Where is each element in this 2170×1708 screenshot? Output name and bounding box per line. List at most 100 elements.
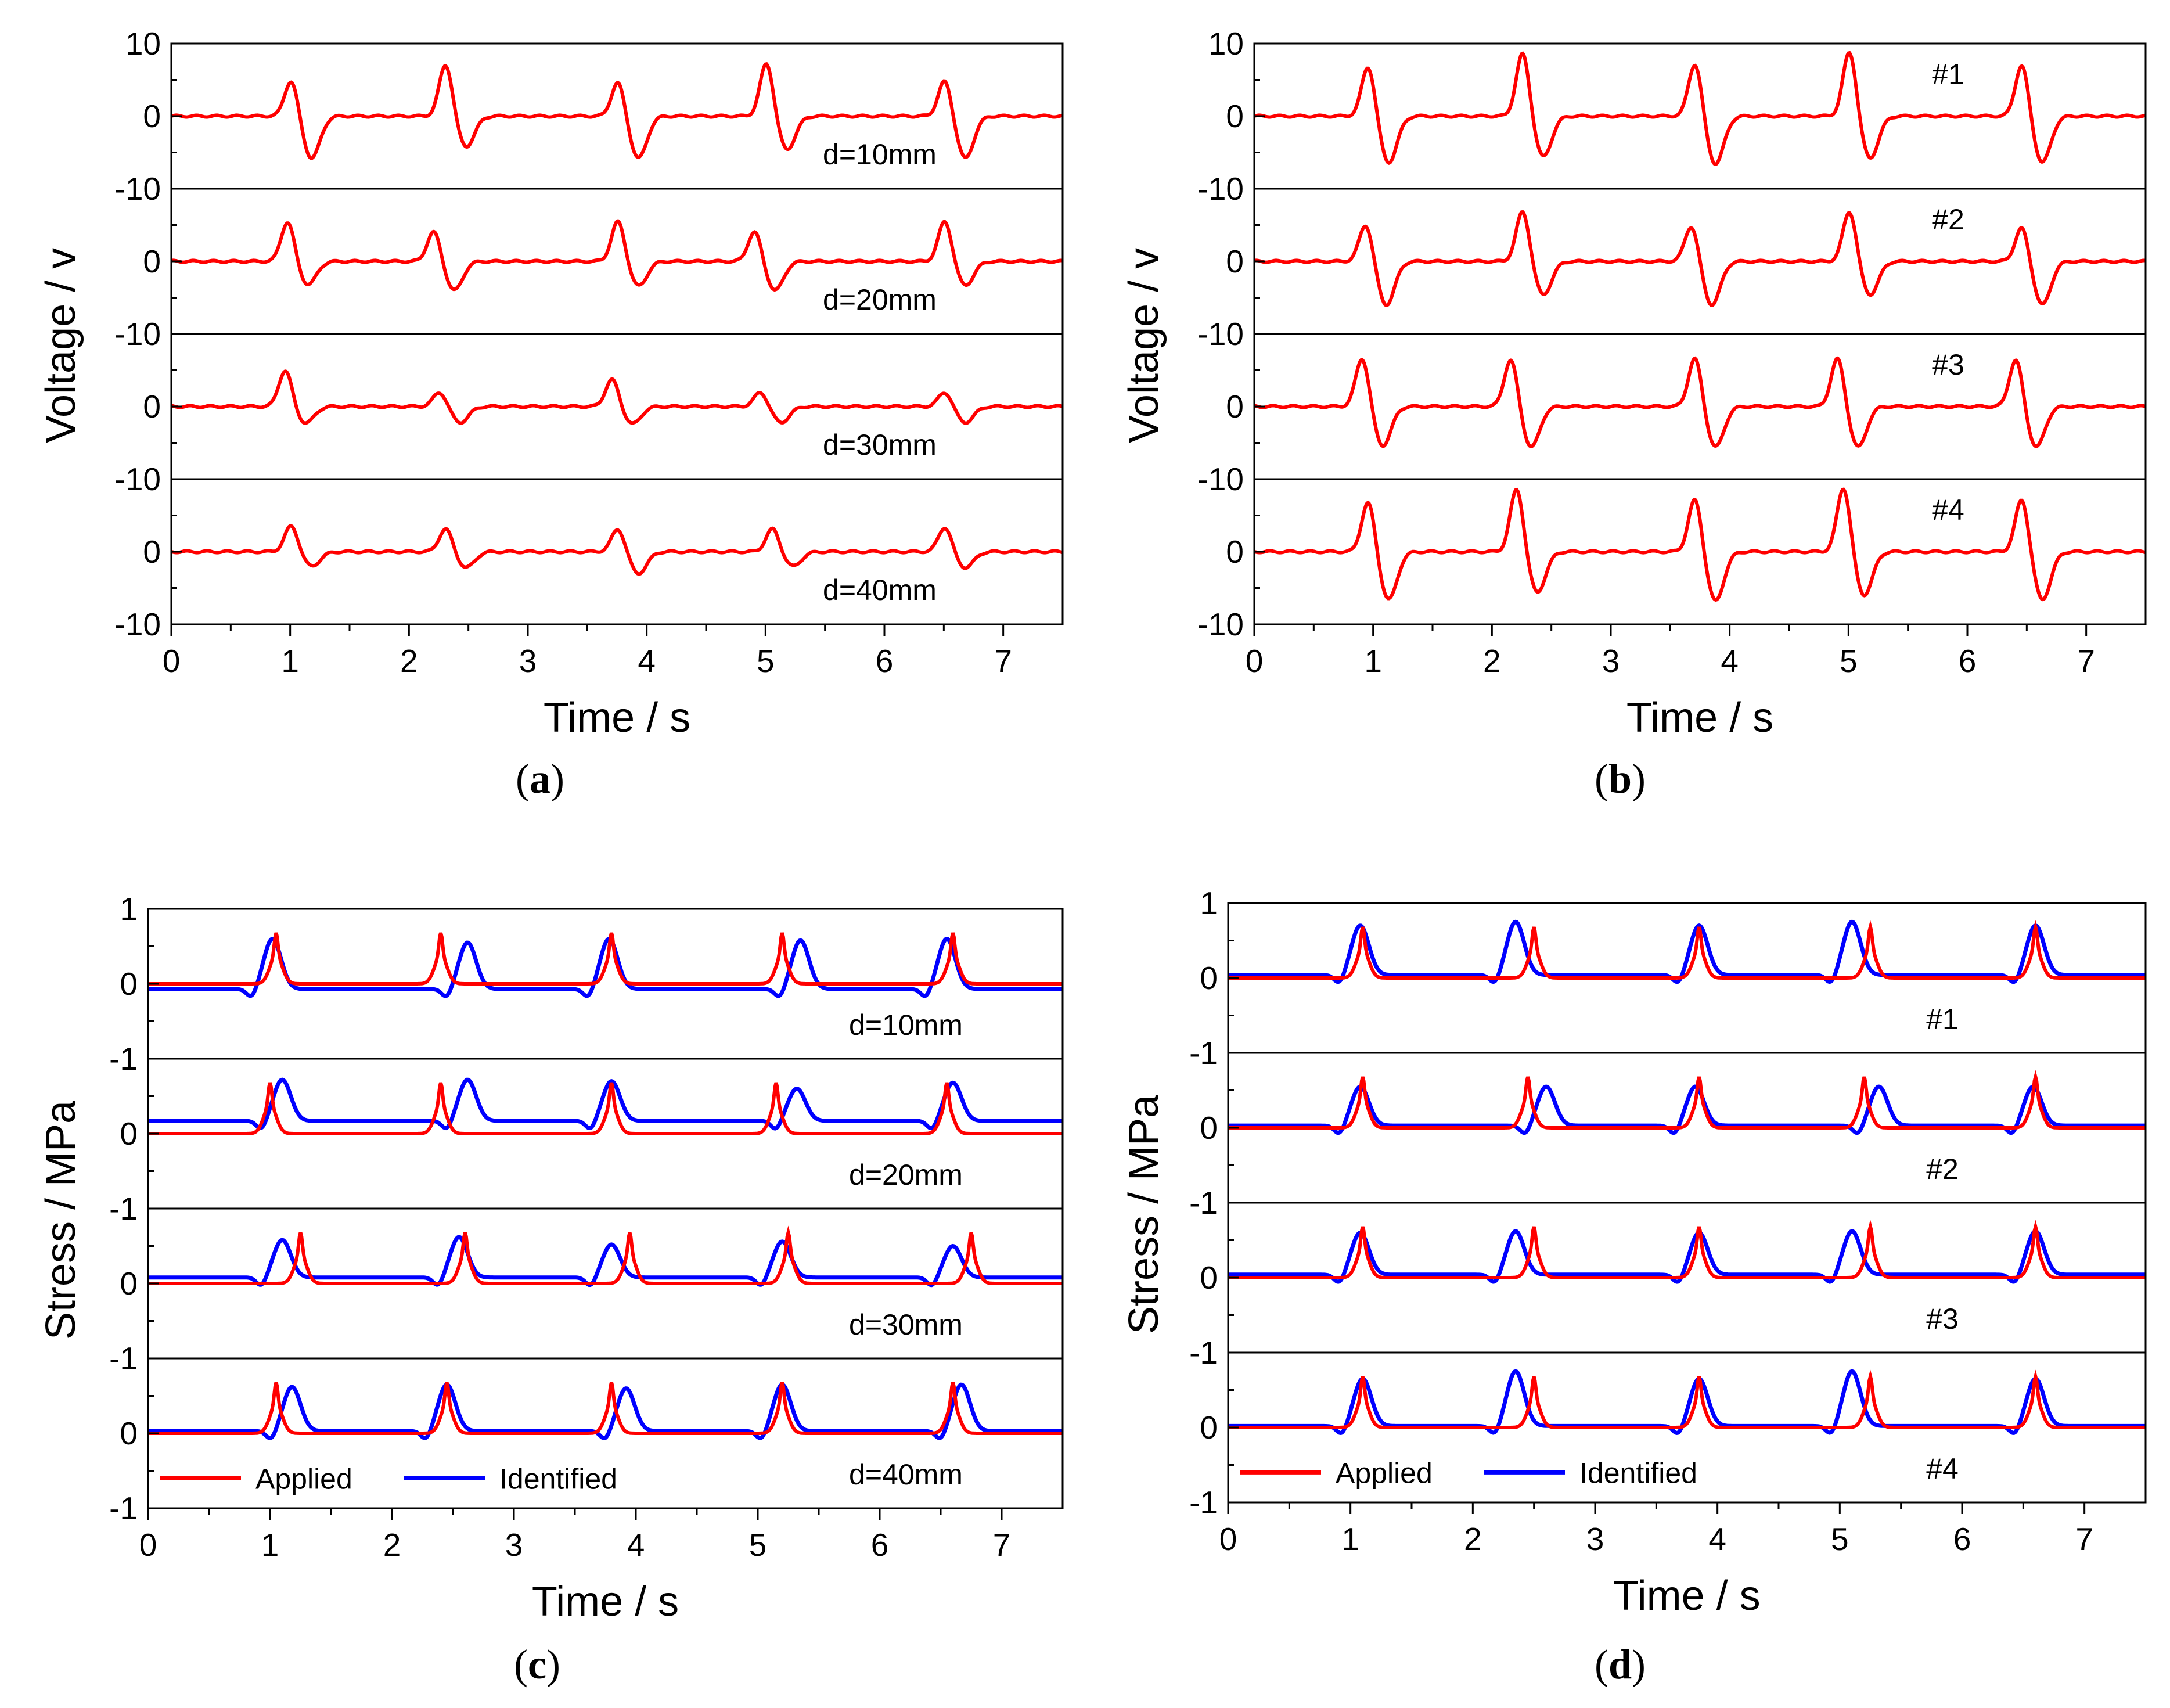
subplot-annotation: d=30mm [823,429,937,461]
y-tick-label: -10 [115,606,161,642]
y-tick-label: -10 [115,171,161,207]
subplot-annotation: d=40mm [823,574,937,606]
subplot-annotation: d=30mm [849,1308,963,1341]
x-tick-label: 2 [400,643,418,679]
y-tick-label: 0 [143,98,161,134]
x-tick-label: 6 [876,643,894,679]
y-tick-label: 0 [120,1116,138,1152]
x-tick-label: 2 [1483,643,1501,679]
applied-series-3 [1228,1220,2146,1279]
voltage-series-3 [1254,356,2146,448]
y-tick-label: 0 [1226,389,1244,425]
identified-series-1 [1228,919,2146,984]
y-tick-label: -10 [115,461,161,497]
y-axis-label: Voltage / v [38,248,84,443]
x-tick-label: 5 [1840,643,1858,679]
applied-series-2 [148,1082,1063,1135]
subplot-annotation: #1 [1932,58,1964,91]
traces [171,62,1063,576]
voltage-series-4 [1254,487,2146,602]
y-axis-label: Voltage / v [1121,248,1167,443]
y-tick-label: 0 [143,389,161,425]
voltage-series-2 [171,219,1063,292]
x-tick-label: 4 [638,643,656,679]
y-tick-label: -1 [109,1490,138,1526]
y-tick-label: -1 [109,1340,138,1376]
voltage-series-4 [171,524,1063,576]
y-tick-label: -1 [1189,1335,1218,1371]
y-tick-label: -1 [1189,1035,1218,1071]
x-tick-label: 0 [1246,643,1264,679]
y-tick-label: 0 [1200,1110,1218,1146]
panel-caption: (a) [516,756,564,802]
traces [1254,51,2146,602]
y-tick-label: -1 [109,1191,138,1227]
y-tick-label: 1 [120,891,138,927]
subplot-annotation: d=20mm [823,283,937,316]
y-tick-label: 0 [1226,243,1244,279]
voltage-series-1 [171,62,1063,160]
panel-caption: (b) [1595,756,1646,802]
subplot-annotation: #4 [1932,494,1964,526]
applied-series-2 [1228,1070,2146,1130]
applied-series-1 [148,932,1063,986]
subplot-annotation: #1 [1926,1003,1959,1035]
y-tick-label: -1 [109,1041,138,1077]
x-tick-label: 7 [994,643,1012,679]
x-tick-label: 5 [749,1527,767,1563]
x-tick-label: 6 [871,1527,889,1563]
y-tick-label: 0 [143,534,161,570]
y-tick-label: 0 [120,1415,138,1451]
legend-label-identified: Identified [1579,1457,1697,1489]
traces [1228,919,2146,1435]
x-tick-label: 1 [261,1527,279,1563]
x-tick-label: 4 [1708,1521,1726,1557]
x-tick-label: 4 [1721,643,1739,679]
y-tick-label: 0 [120,1265,138,1301]
subplot-annotation: #2 [1932,203,1964,236]
x-tick-label: 6 [1959,643,1977,679]
applied-series-3 [148,1225,1063,1285]
identified-series-4 [148,1382,1063,1440]
x-tick-label: 2 [383,1527,401,1563]
x-tick-label: 0 [1219,1521,1237,1557]
y-tick-label: -1 [1189,1484,1218,1520]
x-tick-label: 2 [1464,1521,1482,1557]
panel-caption: (d) [1595,1641,1646,1688]
y-tick-label: -10 [1198,461,1244,497]
y-tick-label: 0 [1200,1260,1218,1296]
subplot-annotation: d=10mm [823,138,937,171]
voltage-series-3 [171,369,1063,425]
x-tick-label: 3 [1602,643,1620,679]
x-tick-label: 7 [993,1527,1011,1563]
x-tick-label: 7 [2075,1521,2093,1557]
x-tick-label: 1 [1341,1521,1359,1557]
subplot-annotation: #2 [1926,1153,1959,1185]
x-axis-label: Time / s [1613,1573,1760,1619]
identified-series-3 [1228,1229,2146,1284]
identified-series-1 [148,936,1063,998]
subplot-annotation: d=10mm [849,1009,963,1041]
y-tick-label: -10 [115,316,161,352]
y-tick-label: 0 [143,243,161,279]
y-tick-label: -10 [1198,316,1244,352]
x-tick-label: 3 [519,643,537,679]
x-axis-label: Time / s [532,1578,679,1625]
applied-series-1 [1228,920,2146,980]
y-axis-label: Stress / MPa [1121,1094,1167,1334]
x-tick-label: 1 [281,643,299,679]
legend: Applied Identified [1240,1457,1697,1489]
y-tick-label: -1 [1189,1185,1218,1221]
legend-label-applied: Applied [255,1462,352,1495]
x-tick-label: 0 [139,1527,157,1563]
identified-series-3 [148,1235,1063,1288]
identified-series-2 [1228,1084,2146,1135]
x-tick-label: 6 [1953,1521,1971,1557]
legend-label-applied: Applied [1336,1457,1433,1489]
y-tick-label: 10 [1208,26,1244,62]
